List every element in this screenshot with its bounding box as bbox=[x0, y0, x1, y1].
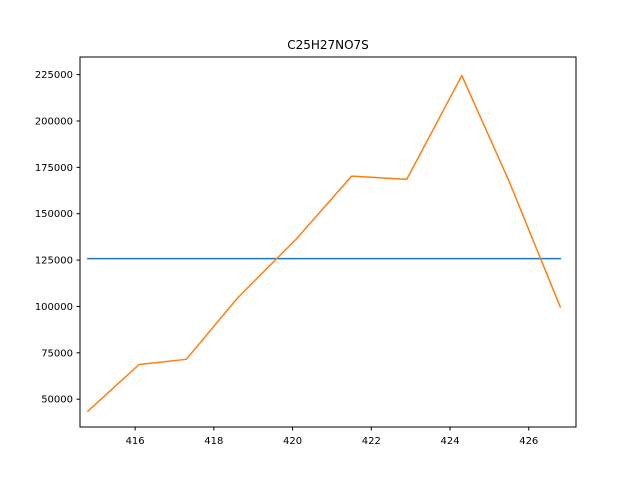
x-tick-label: 426 bbox=[519, 436, 538, 447]
y-tick-label: 225000 bbox=[35, 70, 73, 81]
y-tick-label: 175000 bbox=[35, 163, 73, 174]
chart-title: C25H27NO7S bbox=[287, 38, 369, 52]
y-tick-label: 150000 bbox=[35, 209, 73, 220]
y-tick-label: 75000 bbox=[41, 348, 73, 359]
plot-area-frame bbox=[79, 56, 577, 428]
y-tick-label: 50000 bbox=[41, 395, 73, 406]
series-line-2 bbox=[86, 74, 562, 413]
y-tick-label: 125000 bbox=[35, 256, 73, 267]
x-tick-label: 418 bbox=[204, 436, 223, 447]
x-tick-label: 416 bbox=[126, 436, 145, 447]
series-layer bbox=[86, 74, 562, 413]
x-tick-label: 422 bbox=[362, 436, 381, 447]
y-axis: 50000 75000 100000 125000 150000 175000 200000… bbox=[35, 70, 80, 406]
x-tick-label: 424 bbox=[440, 436, 459, 447]
y-tick-label: 200000 bbox=[35, 116, 73, 127]
x-tick-label: 420 bbox=[283, 436, 302, 447]
y-tick-label: 100000 bbox=[35, 302, 73, 313]
x-axis: 416 418 420 422 424 426 bbox=[126, 427, 538, 447]
